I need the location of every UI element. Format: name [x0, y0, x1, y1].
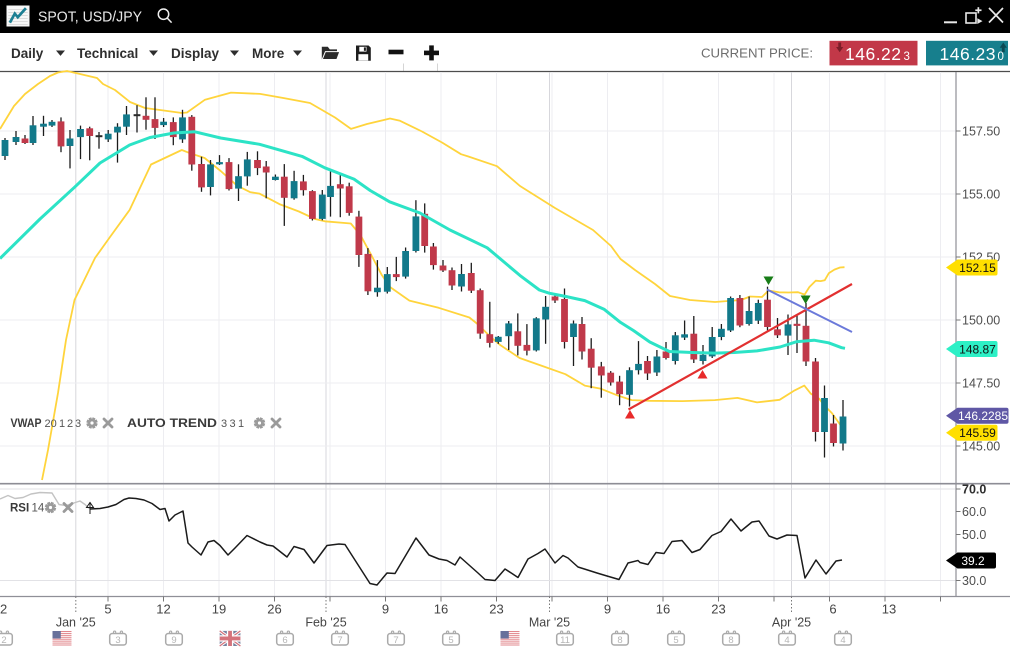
svg-text:6: 6	[282, 635, 287, 646]
svg-text:50.0: 50.0	[962, 528, 986, 542]
svg-text:70.0: 70.0	[962, 482, 986, 496]
svg-text:12: 12	[156, 602, 170, 617]
svg-text:9: 9	[382, 602, 389, 617]
svg-text:9: 9	[604, 602, 611, 617]
svg-text:2: 2	[1, 635, 6, 646]
svg-text:145.59: 145.59	[959, 426, 996, 440]
svg-text:20: 20	[45, 418, 57, 430]
svg-text:14: 14	[32, 503, 45, 515]
svg-text:146.23: 146.23	[940, 44, 997, 64]
svg-text:7: 7	[393, 635, 398, 646]
svg-text:5: 5	[104, 602, 111, 617]
svg-text:2: 2	[67, 418, 73, 430]
svg-text:30.0: 30.0	[962, 574, 986, 588]
svg-text:13: 13	[882, 602, 896, 617]
svg-text:SPOT, USD/JPY: SPOT, USD/JPY	[38, 10, 142, 26]
svg-text:146.22: 146.22	[845, 44, 902, 64]
svg-text:AUTO TREND: AUTO TREND	[127, 418, 217, 430]
svg-text:0: 0	[998, 51, 1004, 63]
svg-text:60.0: 60.0	[962, 505, 986, 519]
svg-text:Mar '25: Mar '25	[529, 616, 570, 630]
svg-text:5: 5	[673, 635, 678, 646]
svg-text:147.50: 147.50	[962, 376, 1000, 390]
svg-text:7: 7	[337, 635, 342, 646]
svg-text:16: 16	[434, 602, 448, 617]
svg-text:150.00: 150.00	[962, 313, 1000, 327]
svg-text:19: 19	[212, 602, 226, 617]
svg-text:RSI: RSI	[10, 503, 29, 515]
svg-text:146.2285: 146.2285	[958, 409, 1008, 423]
svg-text:3: 3	[221, 418, 227, 430]
svg-text:157.50: 157.50	[962, 124, 1000, 138]
svg-text:VWAP: VWAP	[11, 418, 42, 430]
svg-text:9: 9	[171, 635, 176, 646]
svg-text:23: 23	[711, 602, 725, 617]
svg-text:Daily: Daily	[11, 46, 44, 61]
svg-text:4: 4	[840, 635, 845, 646]
svg-text:11: 11	[560, 635, 570, 646]
svg-text:5: 5	[448, 635, 453, 646]
svg-text:1: 1	[59, 418, 65, 430]
svg-text:6: 6	[829, 602, 836, 617]
svg-text:152.15: 152.15	[959, 261, 996, 275]
svg-text:3: 3	[230, 418, 236, 430]
svg-text:39.2: 39.2	[961, 554, 985, 568]
svg-text:3: 3	[115, 635, 120, 646]
svg-text:CURRENT PRICE:: CURRENT PRICE:	[701, 46, 813, 61]
svg-text:8: 8	[728, 635, 733, 646]
svg-text:More: More	[252, 46, 285, 61]
svg-text:23: 23	[489, 602, 503, 617]
svg-text:Jan '25: Jan '25	[56, 616, 96, 630]
svg-text:16: 16	[656, 602, 670, 617]
svg-text:Apr '25: Apr '25	[772, 616, 811, 630]
svg-text:3: 3	[904, 51, 910, 63]
svg-text:145.00: 145.00	[962, 439, 1000, 453]
svg-text:148.87: 148.87	[959, 342, 996, 356]
svg-text:8: 8	[617, 635, 622, 646]
svg-text:Display: Display	[171, 46, 220, 61]
svg-text:3: 3	[75, 418, 81, 430]
svg-text:26: 26	[267, 602, 281, 617]
svg-text:Technical: Technical	[77, 46, 138, 61]
svg-text:Feb '25: Feb '25	[305, 616, 346, 630]
svg-text:1: 1	[238, 418, 244, 430]
svg-text:4: 4	[784, 635, 789, 646]
svg-text:2: 2	[0, 602, 7, 617]
svg-text:155.00: 155.00	[962, 187, 1000, 201]
